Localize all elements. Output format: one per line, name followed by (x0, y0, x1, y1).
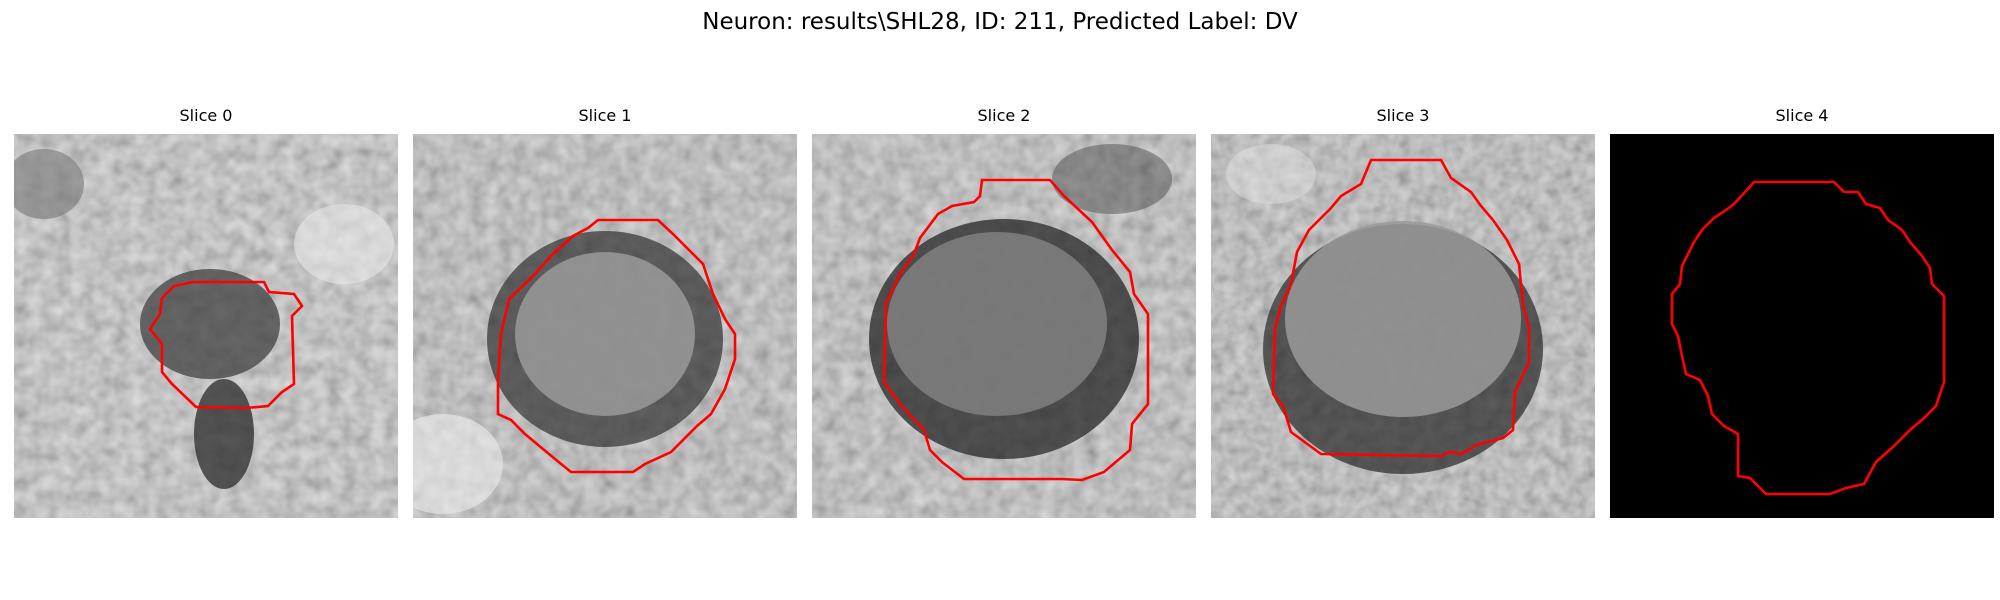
slice-title: Slice 4 (1775, 106, 1829, 125)
slice-image (812, 134, 1196, 518)
slice-image (1211, 134, 1595, 518)
slice-panel-2: Slice 2 (812, 106, 1196, 518)
slice-image (413, 134, 797, 518)
slice-title: Slice 1 (578, 106, 632, 125)
slice-title: Slice 2 (977, 106, 1031, 125)
slice-panel-1: Slice 1 (413, 106, 797, 518)
contour-4 (1670, 180, 1946, 496)
slice-image (14, 134, 398, 518)
contour-0 (148, 280, 304, 410)
slice-panel-3: Slice 3 (1211, 106, 1595, 518)
slice-panel-4: Slice 4 (1610, 106, 1994, 518)
slice-panel-0: Slice 0 (14, 106, 398, 518)
contour-1 (496, 218, 737, 474)
contour-2 (882, 178, 1150, 482)
figure-title: Neuron: results\SHL28, ID: 211, Predicte… (702, 9, 1298, 35)
slice-image (1610, 134, 1994, 518)
slice-title: Slice 3 (1376, 106, 1430, 125)
contour-3 (1271, 158, 1531, 458)
slice-title: Slice 0 (179, 106, 233, 125)
